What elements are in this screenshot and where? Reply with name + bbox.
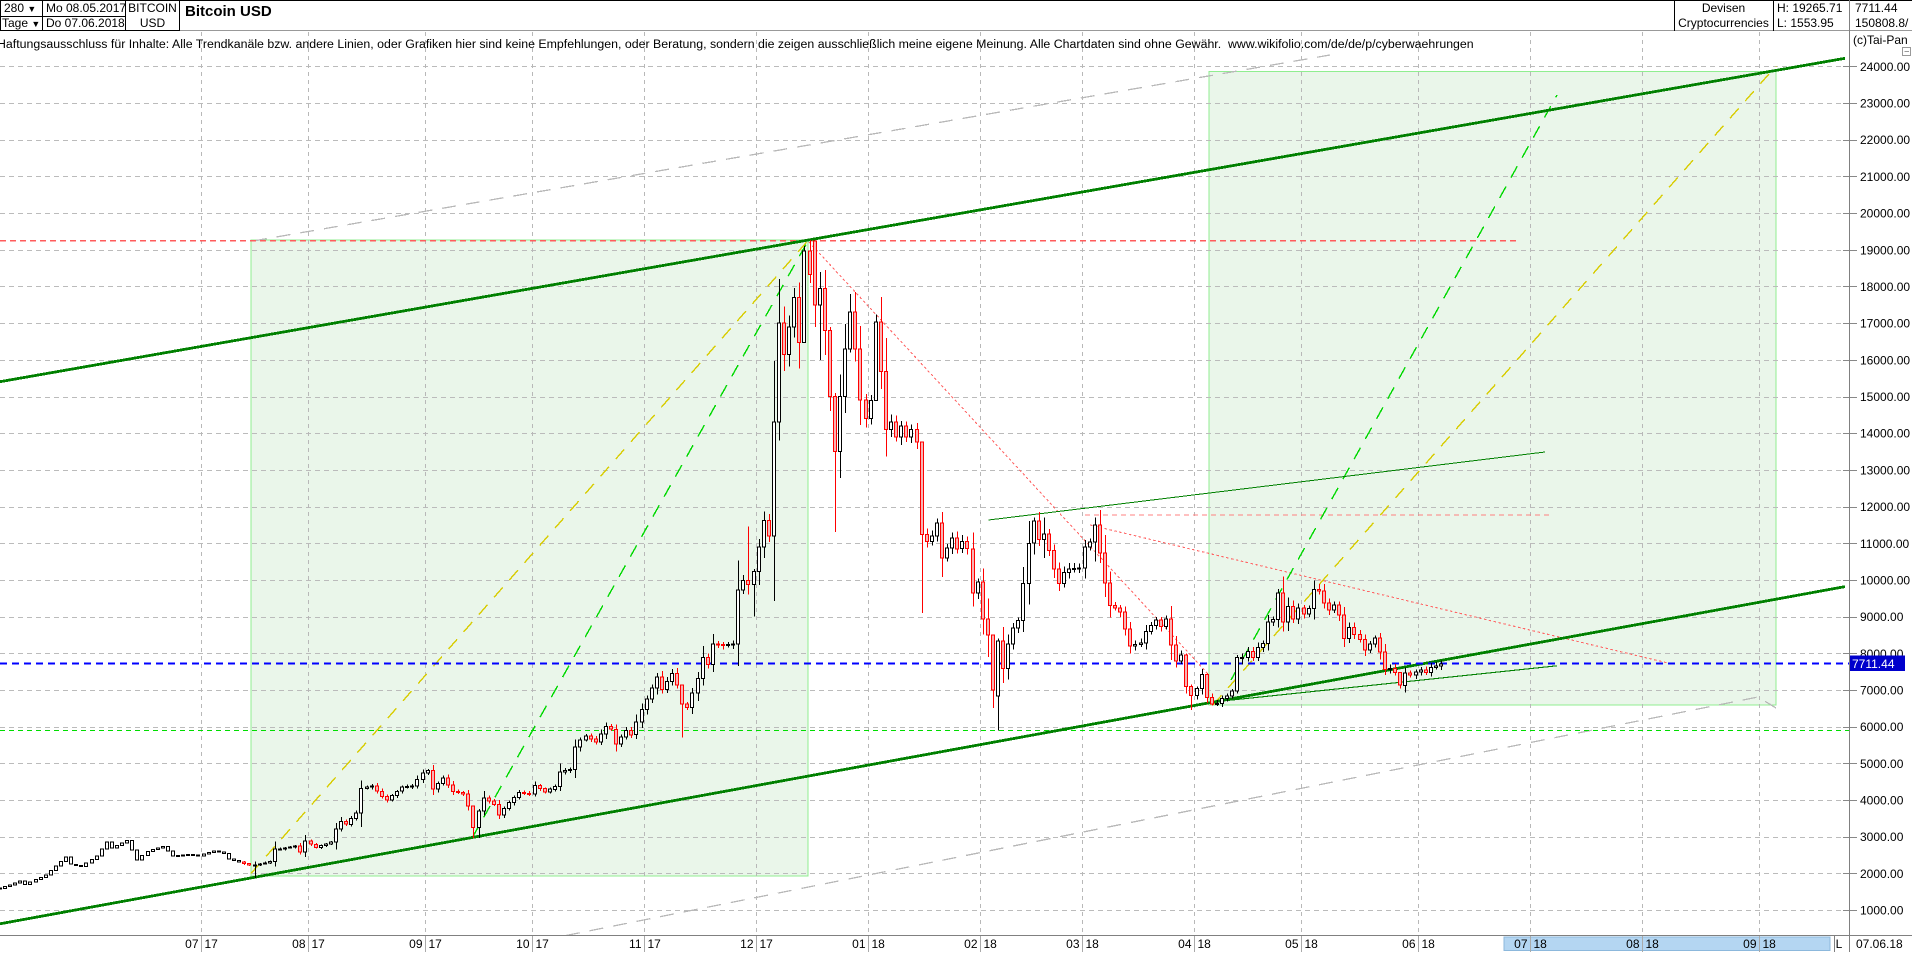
- svg-text:19000.00: 19000.00: [1860, 243, 1910, 257]
- svg-text:17: 17: [429, 937, 443, 951]
- svg-text:21000.00: 21000.00: [1860, 170, 1910, 184]
- svg-text:7711.44: 7711.44: [1852, 657, 1895, 671]
- svg-text:7000.00: 7000.00: [1860, 684, 1904, 698]
- svg-text:01: 01: [852, 937, 866, 951]
- svg-text:1000.00: 1000.00: [1860, 904, 1904, 918]
- svg-text:11: 11: [629, 937, 642, 951]
- svg-text:2000.00: 2000.00: [1860, 867, 1904, 881]
- svg-text:07: 07: [185, 937, 199, 951]
- svg-text:09: 09: [409, 937, 423, 951]
- svg-text:18: 18: [1763, 937, 1777, 951]
- svg-text:15000.00: 15000.00: [1860, 390, 1910, 404]
- svg-text:10000.00: 10000.00: [1860, 573, 1910, 587]
- svg-text:11000.00: 11000.00: [1860, 537, 1909, 551]
- svg-text:24000.00: 24000.00: [1860, 60, 1910, 74]
- svg-text:17000.00: 17000.00: [1860, 317, 1910, 331]
- svg-text:04: 04: [1178, 937, 1192, 951]
- svg-text:13000.00: 13000.00: [1860, 463, 1910, 477]
- svg-text:08: 08: [292, 937, 306, 951]
- svg-text:18: 18: [1198, 937, 1212, 951]
- svg-text:03: 03: [1066, 937, 1080, 951]
- svg-text:06: 06: [1402, 937, 1416, 951]
- svg-text:18: 18: [1422, 937, 1436, 951]
- svg-text:18: 18: [1534, 937, 1548, 951]
- svg-text:17: 17: [760, 937, 774, 951]
- svg-text:07.06.18: 07.06.18: [1856, 937, 1903, 951]
- svg-text:18: 18: [1086, 937, 1100, 951]
- svg-text:12000.00: 12000.00: [1860, 500, 1910, 514]
- svg-text:12: 12: [740, 937, 754, 951]
- svg-text:22000.00: 22000.00: [1860, 133, 1910, 147]
- svg-text:3000.00: 3000.00: [1860, 830, 1904, 844]
- svg-text:09: 09: [1743, 937, 1757, 951]
- svg-text:17: 17: [312, 937, 326, 951]
- svg-text:16000.00: 16000.00: [1860, 353, 1910, 367]
- svg-text:14000.00: 14000.00: [1860, 427, 1910, 441]
- svg-text:9000.00: 9000.00: [1860, 610, 1904, 624]
- svg-text:02: 02: [964, 937, 978, 951]
- svg-text:07: 07: [1514, 937, 1528, 951]
- svg-text:4000.00: 4000.00: [1860, 794, 1904, 808]
- svg-text:18: 18: [1305, 937, 1319, 951]
- svg-text:18: 18: [872, 937, 886, 951]
- svg-text:18000.00: 18000.00: [1860, 280, 1910, 294]
- svg-text:17: 17: [648, 937, 662, 951]
- svg-text:17: 17: [205, 937, 219, 951]
- svg-text:08: 08: [1626, 937, 1640, 951]
- svg-text:17: 17: [536, 937, 550, 951]
- svg-text:18: 18: [984, 937, 998, 951]
- svg-text:23000.00: 23000.00: [1860, 97, 1910, 111]
- svg-text:5000.00: 5000.00: [1860, 757, 1904, 771]
- svg-text:6000.00: 6000.00: [1860, 720, 1904, 734]
- svg-text:05: 05: [1285, 937, 1299, 951]
- svg-text:18: 18: [1646, 937, 1660, 951]
- svg-text:20000.00: 20000.00: [1860, 207, 1910, 221]
- svg-text:10: 10: [516, 937, 530, 951]
- svg-text:L: L: [1836, 937, 1843, 951]
